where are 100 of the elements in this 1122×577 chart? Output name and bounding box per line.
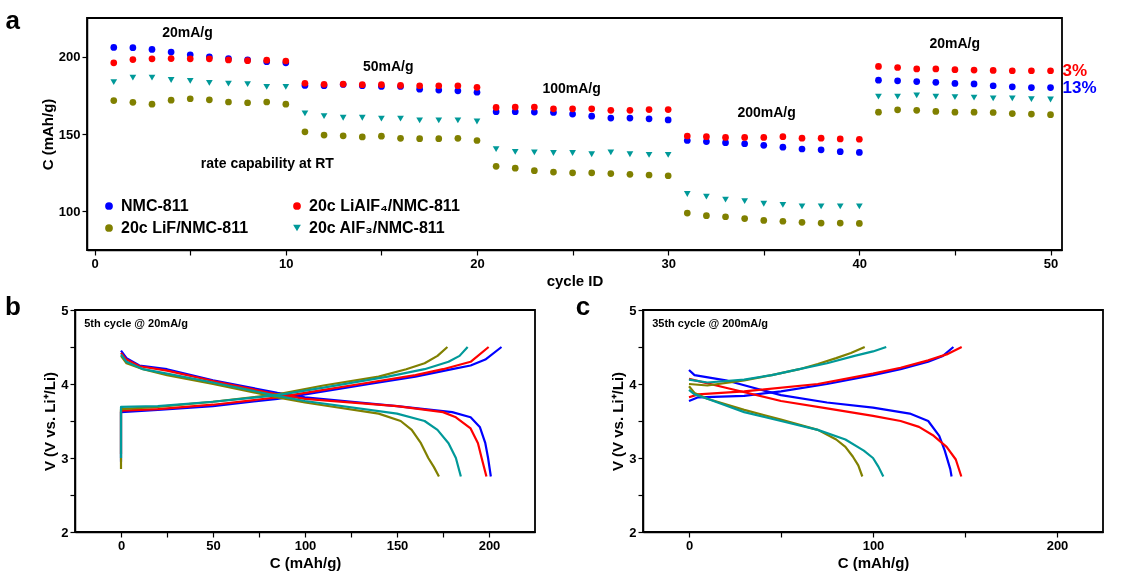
point [550, 150, 557, 156]
point [760, 141, 768, 149]
annotation: 5th cycle @ 20mA/g [84, 317, 188, 329]
annotation: 3% [1062, 60, 1088, 80]
y-axis-title: C (mAh/g) [38, 98, 56, 171]
point [856, 220, 863, 227]
point [894, 64, 901, 71]
point [569, 150, 576, 156]
point [148, 55, 156, 63]
y-tick-label: 2 [61, 524, 69, 540]
annotation: 35th cycle @ 200mA/g [652, 317, 769, 329]
point [1028, 110, 1035, 118]
point [760, 217, 768, 224]
point [645, 106, 653, 113]
point [435, 82, 443, 90]
point [798, 134, 806, 142]
point [970, 108, 978, 116]
point [492, 104, 500, 111]
point [1028, 67, 1035, 75]
legend-label: NMC-811 [121, 197, 189, 214]
point [817, 219, 825, 227]
point [588, 169, 596, 177]
point [741, 134, 748, 141]
point [703, 133, 710, 140]
chart-title: a [5, 5, 21, 35]
point [588, 105, 596, 113]
point [339, 132, 347, 140]
point [492, 146, 500, 153]
point [110, 79, 118, 86]
point [225, 98, 232, 106]
point [722, 213, 729, 221]
point [129, 98, 137, 106]
point [129, 56, 137, 63]
point [206, 80, 213, 86]
x-tick-label: 50 [1043, 255, 1059, 271]
point [970, 94, 978, 101]
point [531, 167, 538, 174]
legend-label: 20c AlF₃/NMC-811 [309, 219, 445, 236]
point [339, 114, 347, 121]
x-tick-label: 150 [386, 537, 409, 553]
point [569, 105, 576, 113]
point [683, 209, 691, 217]
y-tick-label: 3 [629, 450, 637, 466]
annotation: 20mA/g [162, 24, 213, 40]
x-tick-label: 100 [862, 537, 885, 553]
point [607, 114, 615, 122]
point [645, 171, 653, 179]
point [951, 66, 959, 74]
point [760, 134, 768, 141]
x-tick-label: 200 [1046, 537, 1069, 553]
x-axis-title: cycle ID [546, 271, 604, 289]
point [779, 143, 787, 151]
point [1047, 84, 1054, 91]
point [932, 65, 940, 73]
point [856, 203, 863, 210]
point [932, 108, 940, 115]
point [951, 94, 959, 101]
x-tick-label: 0 [91, 255, 99, 271]
annotation: 13% [1062, 77, 1097, 97]
point [875, 76, 882, 84]
point [607, 170, 615, 177]
point [741, 140, 748, 148]
point [244, 81, 251, 87]
y-tick-label: 2 [629, 524, 637, 540]
point [473, 83, 481, 91]
point [664, 106, 672, 113]
annotation: 200mA/g [737, 104, 796, 120]
point [186, 55, 194, 63]
point [645, 115, 653, 123]
annotation: 20mA/g [929, 35, 981, 51]
point [703, 212, 710, 220]
x-tick-label: 40 [852, 255, 868, 271]
chart-title: c [575, 291, 591, 321]
legend-label: 20c LiF/NMC-811 [121, 219, 249, 236]
point [913, 65, 921, 73]
point [626, 106, 634, 114]
point [511, 164, 519, 172]
point [683, 191, 691, 197]
point [397, 134, 404, 142]
point [320, 131, 328, 139]
point [416, 135, 423, 142]
point [741, 215, 748, 222]
point [989, 82, 997, 90]
point [798, 218, 806, 226]
point [989, 67, 997, 74]
point [1047, 111, 1054, 119]
y-tick-label: 100 [58, 203, 81, 219]
point [626, 151, 634, 158]
point [358, 114, 366, 121]
point [836, 203, 844, 210]
y-tick-label: 5 [629, 302, 637, 318]
x-axis-title: C (mAh/g) [269, 553, 342, 571]
point [970, 80, 978, 88]
point [856, 149, 863, 156]
x-axis-title: C (mAh/g) [837, 553, 910, 571]
point [378, 132, 385, 140]
point [836, 148, 844, 155]
y-tick-label: 4 [61, 376, 70, 392]
point [722, 134, 729, 141]
x-tick-label: 0 [117, 537, 126, 553]
